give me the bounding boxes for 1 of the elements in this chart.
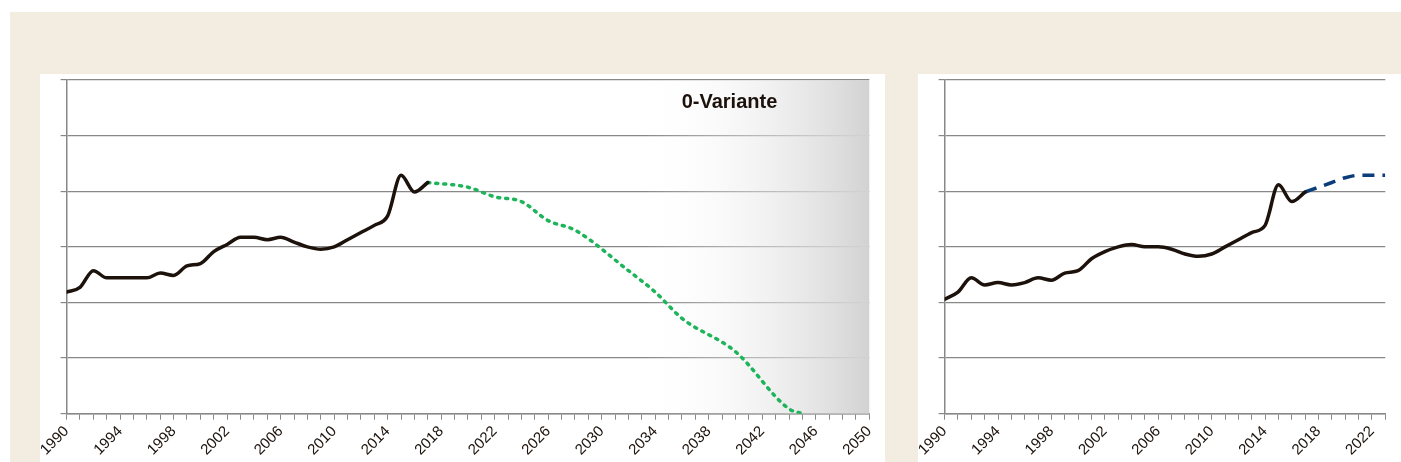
text: 0-Variante <box>681 89 778 112</box>
